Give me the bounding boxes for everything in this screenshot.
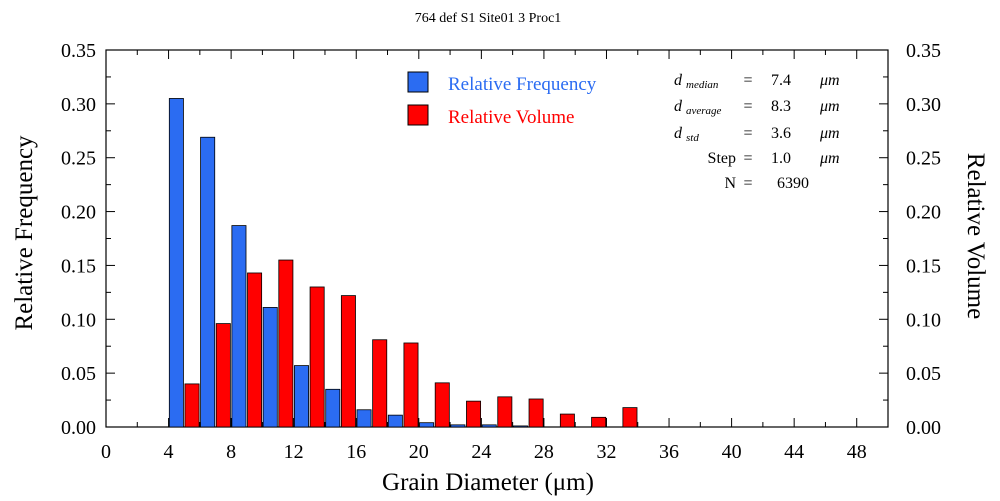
x-axis-title: Grain Diameter (μm)	[382, 469, 594, 496]
frequency-bar-4	[168, 98, 184, 428]
volume-bar-8	[247, 272, 263, 428]
svg-text:1.0: 1.0	[771, 150, 791, 167]
frequency-bar-16	[356, 409, 372, 428]
y-tick-label-right: 0.00	[906, 417, 941, 439]
stat-average: d average = 8.3 μm	[674, 98, 840, 117]
volume-bar-12	[309, 286, 325, 428]
frequency-bar-10	[262, 307, 278, 428]
volume-bar-30	[591, 416, 607, 428]
frequency-bar-24	[481, 424, 497, 428]
y-tick-label-right: 0.20	[906, 202, 941, 224]
y-tick-label-right: 0.10	[906, 309, 941, 331]
frequency-bar-22	[450, 424, 466, 428]
x-tick-label: 20	[409, 441, 429, 463]
svg-text:7.4: 7.4	[771, 72, 791, 89]
bars-layer	[168, 98, 638, 428]
svg-text:μm: μm	[819, 72, 840, 89]
volume-bar-22	[466, 400, 482, 428]
svg-text:μm: μm	[819, 98, 840, 115]
volume-bar-28	[559, 413, 575, 428]
volume-bar-32	[622, 407, 638, 428]
svg-text:μm: μm	[819, 125, 840, 142]
volume-bar-24	[497, 396, 513, 428]
x-tick-label: 4	[164, 441, 174, 463]
x-tick-label: 16	[346, 441, 366, 463]
x-tick-label: 12	[284, 441, 304, 463]
frequency-bar-6	[200, 136, 216, 428]
svg-text:=: =	[743, 98, 752, 115]
x-tick-label: 8	[226, 441, 236, 463]
y-tick-label-left: 0.30	[61, 94, 96, 116]
legend-label-volume: Relative Volume	[448, 107, 574, 128]
stat-std: d std = 3.6 μm	[674, 125, 840, 144]
svg-text:3.6: 3.6	[771, 125, 791, 142]
stat-n: N = 6390	[724, 175, 809, 192]
svg-text:N: N	[724, 175, 736, 192]
stats-block: d median = 7.4 μm d average = 8.3 μm d std …	[674, 72, 840, 192]
x-tick-label: 40	[722, 441, 742, 463]
volume-bar-26	[528, 398, 544, 428]
svg-text:=: =	[743, 72, 752, 89]
frequency-bar-12	[294, 365, 309, 428]
y-tick-label-left: 0.25	[61, 148, 96, 170]
legend-swatch-volume	[407, 104, 429, 126]
y-tick-label-left: 0.20	[61, 202, 96, 224]
frequency-bar-8	[231, 225, 247, 428]
stat-median: d median = 7.4 μm	[674, 72, 840, 91]
svg-text:6390: 6390	[777, 175, 809, 192]
svg-text:8.3: 8.3	[771, 98, 791, 115]
x-tick-label: 44	[784, 441, 804, 463]
legend: Relative Frequency Relative Volume	[407, 71, 597, 128]
y-tick-label-left: 0.00	[61, 417, 96, 439]
x-tick-label: 24	[471, 441, 491, 463]
volume-bar-16	[372, 339, 388, 428]
svg-text:=: =	[743, 125, 752, 142]
chart-title: 764 def S1 Site01 3 Proc1	[415, 11, 562, 26]
y-axis-title-left: Relative Frequency	[11, 135, 38, 331]
volume-bar-6	[215, 323, 231, 428]
y-axis-title-right: Relative Volume	[962, 153, 989, 319]
stat-step: Step = 1.0 μm	[708, 150, 840, 167]
y-tick-label-left: 0.10	[61, 309, 96, 331]
frequency-bar-20	[419, 422, 435, 428]
x-tick-label: 32	[596, 441, 616, 463]
y-tick-label-right: 0.25	[906, 148, 941, 170]
y-tick-label-right: 0.30	[906, 94, 941, 116]
svg-text:=: =	[743, 150, 752, 167]
ticks-layer: 0 4 8 12 16 20 24 28 32 36 40 44 480.00 0.000.05 0.050…	[61, 40, 941, 463]
y-tick-label-right: 0.15	[906, 255, 941, 277]
volume-bar-4	[184, 383, 200, 428]
frequency-bar-26	[512, 425, 528, 428]
volume-bar-14	[340, 295, 356, 428]
svg-text:μm: μm	[819, 150, 840, 167]
y-tick-label-right: 0.35	[906, 40, 941, 62]
y-tick-label-left: 0.15	[61, 255, 96, 277]
legend-swatch-frequency	[407, 71, 429, 93]
x-tick-label: 48	[847, 441, 867, 463]
x-tick-label: 36	[659, 441, 679, 463]
volume-bar-10	[278, 259, 294, 428]
x-tick-label: 0	[101, 441, 111, 463]
x-tick-label: 28	[534, 441, 554, 463]
svg-text:Step: Step	[708, 150, 736, 167]
frequency-bar-14	[325, 388, 341, 428]
volume-bar-18	[403, 342, 419, 428]
y-tick-label-left: 0.05	[61, 363, 96, 385]
legend-label-frequency: Relative Frequency	[448, 74, 597, 95]
frequency-bar-18	[387, 414, 403, 428]
y-tick-label-right: 0.05	[906, 363, 941, 385]
volume-bar-20	[434, 382, 450, 428]
svg-text:=: =	[743, 175, 752, 192]
y-tick-label-left: 0.35	[61, 40, 96, 62]
